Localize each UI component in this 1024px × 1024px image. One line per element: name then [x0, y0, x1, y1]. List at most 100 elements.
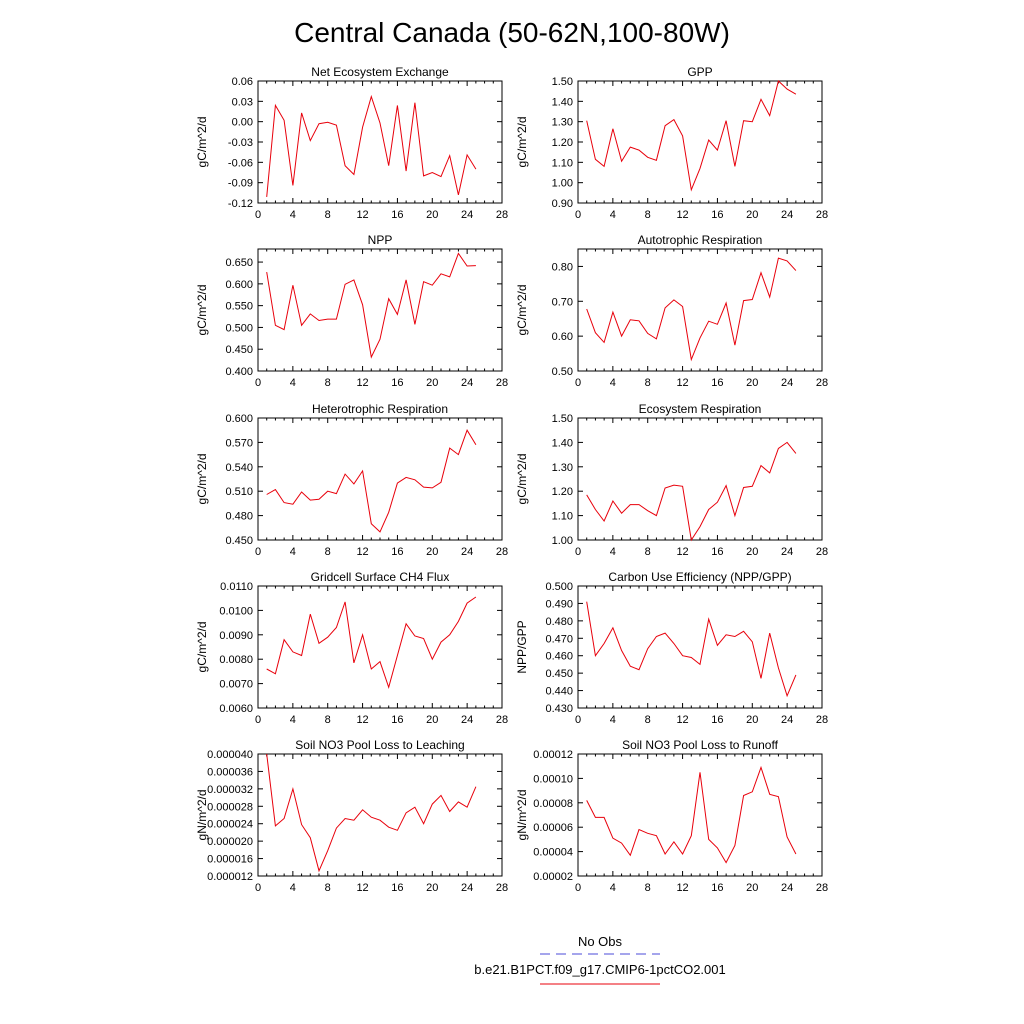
y-tick-label: 0.460 — [545, 651, 573, 663]
y-tick-label: 0.450 — [545, 668, 573, 680]
plot-frame — [577, 80, 823, 204]
y-tick-label: 0.0060 — [219, 703, 253, 715]
series-line — [586, 257, 797, 362]
x-tick-label: 0 — [255, 714, 261, 726]
x-tick-label: 4 — [290, 882, 296, 894]
y-tick-label: 1.40 — [552, 437, 573, 449]
x-tick-label: 24 — [781, 882, 793, 894]
x-tick-label: 20 — [746, 882, 758, 894]
y-tick-label: 0.00002 — [533, 871, 573, 883]
x-tick-label: 0 — [575, 714, 581, 726]
x-tick-label: 0 — [255, 882, 261, 894]
x-tick-label: 16 — [391, 714, 403, 726]
x-tick-label: 24 — [781, 209, 793, 221]
panel-gridcell-surface-ch4-flux: Gridcell Surface CH4 Flux 0 4 8 12 16 20 24 28 0.… — [195, 570, 508, 726]
y-tick-label: 0.0080 — [219, 654, 253, 666]
x-tick-label: 4 — [610, 882, 616, 894]
x-tick-label: 0 — [255, 546, 261, 558]
y-tick-label: 0.000040 — [207, 749, 253, 761]
panel-title: Gridcell Surface CH4 Flux — [311, 570, 450, 584]
x-tick-label: 8 — [645, 209, 651, 221]
y-tick-label: 0.400 — [225, 366, 253, 378]
y-tick-label: 0.03 — [232, 96, 253, 108]
x-tick-label: 4 — [290, 546, 296, 558]
y-axis-label: gC/m^2/d — [195, 622, 209, 673]
x-tick-label: 28 — [496, 546, 508, 558]
y-tick-label: 0.440 — [545, 686, 573, 698]
x-tick-label: 24 — [461, 882, 473, 894]
y-tick-label: 0.500 — [545, 581, 573, 593]
x-tick-label: 4 — [610, 714, 616, 726]
x-tick-label: 4 — [610, 546, 616, 558]
plot-frame — [257, 248, 503, 372]
y-tick-label: 0.0100 — [219, 605, 253, 617]
x-tick-label: 20 — [746, 714, 758, 726]
x-tick-label: 12 — [676, 209, 688, 221]
x-tick-label: 24 — [461, 546, 473, 558]
y-tick-label: 0.90 — [552, 198, 573, 210]
y-tick-label: 0.000028 — [207, 801, 253, 813]
panel-grid: Net Ecosystem Exchange 0 4 8 12 16 20 24 28 -0.12… — [195, 65, 828, 894]
y-axis-label: gC/m^2/d — [515, 285, 529, 336]
panel-title: Ecosystem Respiration — [639, 402, 762, 416]
series-line — [266, 596, 477, 690]
x-tick-label: 16 — [391, 882, 403, 894]
panel-title: Soil NO3 Pool Loss to Leaching — [295, 738, 464, 752]
y-axis-label: gC/m^2/d — [515, 117, 529, 168]
x-tick-label: 12 — [356, 882, 368, 894]
y-axis-label: NPP/GPP — [515, 620, 529, 673]
y-axis-label: gN/m^2/d — [515, 790, 529, 841]
y-tick-label: 1.10 — [552, 511, 573, 523]
panel-soil-no3-pool-loss-to-leaching: Soil NO3 Pool Loss to Leaching 0 4 8 12 16 20 2… — [195, 738, 508, 894]
y-tick-label: 0.000016 — [207, 854, 253, 866]
x-tick-label: 20 — [426, 209, 438, 221]
y-tick-label: 0.430 — [545, 703, 573, 715]
x-tick-label: 28 — [496, 377, 508, 389]
y-tick-label: 1.20 — [552, 137, 573, 149]
y-tick-label: 0.000036 — [207, 766, 253, 778]
plot-frame — [257, 80, 503, 204]
y-tick-label: -0.03 — [228, 137, 253, 149]
x-tick-label: 16 — [711, 714, 723, 726]
y-tick-label: 0.0110 — [220, 581, 253, 593]
x-tick-label: 28 — [496, 209, 508, 221]
series-line — [266, 252, 476, 359]
y-axis-label: gC/m^2/d — [515, 454, 529, 505]
panel-autotrophic-respiration: Autotrophic Respiration 0 4 8 12 16 20 24 28 0.50… — [515, 233, 828, 389]
y-tick-label: 0.510 — [225, 486, 253, 498]
plot-frame — [577, 248, 823, 372]
panel-title: GPP — [687, 65, 712, 79]
series-line — [586, 80, 797, 192]
y-tick-label: 0.600 — [225, 279, 253, 291]
series-line — [266, 753, 477, 873]
x-tick-label: 16 — [711, 209, 723, 221]
y-tick-label: 0.06 — [232, 76, 253, 88]
y-tick-label: 0.550 — [225, 301, 253, 313]
x-tick-label: 20 — [426, 377, 438, 389]
x-tick-label: 12 — [676, 377, 688, 389]
x-tick-label: 28 — [816, 209, 828, 221]
x-tick-label: 8 — [325, 882, 331, 894]
x-tick-label: 20 — [426, 546, 438, 558]
panel-title: Net Ecosystem Exchange — [311, 65, 449, 79]
x-tick-label: 12 — [676, 882, 688, 894]
x-tick-label: 12 — [356, 714, 368, 726]
x-tick-label: 20 — [746, 377, 758, 389]
x-tick-label: 20 — [746, 209, 758, 221]
y-tick-label: 1.30 — [552, 462, 573, 474]
x-tick-label: 8 — [325, 377, 331, 389]
y-tick-label: 1.30 — [552, 117, 573, 129]
panel-carbon-use-efficiency-npp-gpp: Carbon Use Efficiency (NPP/GPP) 0 4 8 12 16 20… — [515, 570, 828, 726]
y-tick-label: 0.80 — [552, 261, 573, 273]
x-tick-label: 8 — [325, 546, 331, 558]
series-line — [586, 601, 797, 698]
legend: No Obs b.e21.B1PCT.f09_g17.CMIP6-1pctCO2… — [474, 934, 726, 985]
y-tick-label: -0.06 — [228, 157, 253, 169]
x-tick-label: 8 — [645, 714, 651, 726]
y-tick-label: 1.50 — [552, 413, 573, 425]
figure-title: Central Canada (50-62N,100-80W) — [294, 17, 730, 48]
y-tick-label: 0.00004 — [533, 847, 573, 859]
series-line — [586, 765, 797, 864]
x-tick-label: 0 — [575, 209, 581, 221]
